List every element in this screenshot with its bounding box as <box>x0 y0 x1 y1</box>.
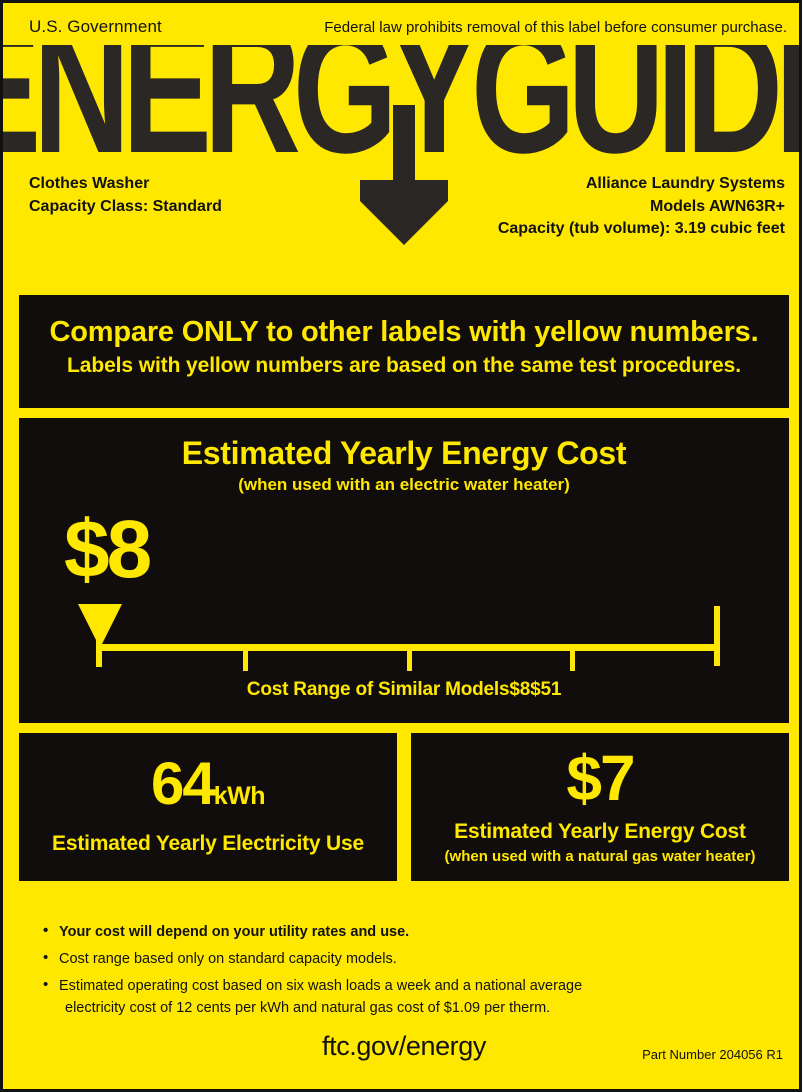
cost-range-caption: Cost Range of Similar Models$8$51 <box>246 679 562 700</box>
main-cost-title: Estimated Yearly Energy Cost <box>181 435 627 471</box>
note-item: Cost range based only on standard capaci… <box>43 947 763 970</box>
note-text: Estimated operating cost based on six wa… <box>59 978 583 995</box>
compare-banner-line2: Labels with yellow numbers are based on … <box>67 354 741 377</box>
product-info-right: Alliance Laundry Systems Models AWN63R+ … <box>498 173 785 241</box>
note-text: Your cost will depend on your utility ra… <box>59 924 410 940</box>
gas-caption-line1: Estimated Yearly Energy Cost <box>454 820 746 843</box>
ftc-url[interactable]: ftc.gov/energy <box>322 1031 486 1061</box>
note-item: Estimated operating cost based on six wa… <box>43 974 763 1019</box>
scale-tick <box>570 651 575 671</box>
electricity-value: 64 <box>150 750 216 817</box>
us-government-text: U.S. Government <box>29 17 162 36</box>
part-number: Part Number 204056 R1 <box>642 1047 783 1062</box>
product-type: Clothes Washer <box>29 175 150 192</box>
gas-value: $7 <box>566 742 635 814</box>
capacity-class: Capacity Class: Standard <box>29 197 222 215</box>
top-meta-row: U.S. Government Federal law prohibits re… <box>3 17 799 39</box>
compare-banner: Compare ONLY to other labels with yellow… <box>19 295 789 408</box>
model-numbers: Models AWN63R+ <box>650 197 785 215</box>
federal-law-notice: Federal law prohibits removal of this la… <box>324 19 787 36</box>
energyguide-wordmark: ENERGYGUIDE <box>3 45 799 245</box>
note-text: Cost range based only on standard capaci… <box>59 951 397 968</box>
manufacturer: Alliance Laundry Systems <box>585 175 785 192</box>
scale-axis <box>96 644 720 651</box>
footer: ftc.gov/energy Part Number 204056 R1 <box>3 1031 799 1089</box>
product-info-left: Clothes Washer Capacity Class: Standard <box>29 173 222 218</box>
scale-end-left <box>96 629 102 667</box>
estimated-yearly-energy-cost-panel: Estimated Yearly Energy Cost (when used … <box>19 418 789 723</box>
notes-list: Your cost will depend on your utility ra… <box>43 920 763 1024</box>
product-info: Clothes Washer Capacity Class: Standard … <box>3 171 799 276</box>
electricity-value-group: 64kWh <box>22 754 394 814</box>
electricity-use-panel: 64kWh Estimated Yearly Electricity Use <box>19 733 397 881</box>
scale-tick <box>407 651 412 671</box>
scale-end-right <box>714 606 720 666</box>
down-arrow-icon <box>360 105 448 245</box>
main-cost-subtitle: (when used with an electric water heater… <box>238 475 570 494</box>
scale-tick <box>243 651 248 671</box>
scale-pointer-icon <box>78 604 122 644</box>
electricity-unit: kWh <box>213 782 266 810</box>
gas-caption-line2: (when used with a natural gas water heat… <box>444 848 756 865</box>
main-cost-amount: $8 <box>64 504 152 595</box>
electricity-caption: Estimated Yearly Electricity Use <box>52 832 364 855</box>
note-item: Your cost will depend on your utility ra… <box>43 920 763 943</box>
note-text-continued: electricity cost of 12 cents per kWh and… <box>65 1000 551 1017</box>
gas-cost-panel: $7 Estimated Yearly Energy Cost (when us… <box>411 733 789 881</box>
compare-banner-line1: Compare ONLY to other labels with yellow… <box>49 316 759 348</box>
tub-volume: Capacity (tub volume): 3.19 cubic feet <box>497 220 785 238</box>
